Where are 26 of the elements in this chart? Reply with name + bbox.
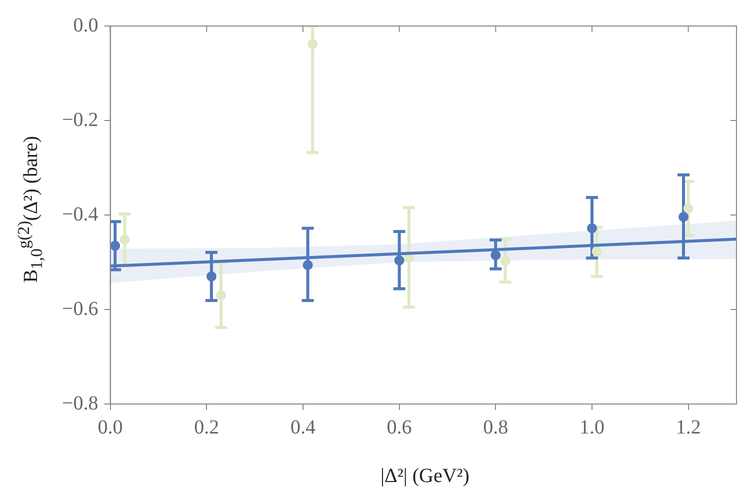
x-tick-label: 0.4 <box>290 416 316 438</box>
x-tick-label: 1.2 <box>676 416 701 438</box>
y-tick-label: −0.4 <box>62 203 98 226</box>
point <box>683 203 694 214</box>
y-tick-label: −0.8 <box>62 392 98 414</box>
x-tick-label: 0.2 <box>194 416 220 438</box>
y-tick-label: −0.2 <box>62 108 98 131</box>
x-tick-label: 0.8 <box>483 416 508 438</box>
point <box>586 223 597 234</box>
point <box>490 250 501 260</box>
point <box>308 38 318 49</box>
point <box>206 271 216 282</box>
point <box>110 240 120 251</box>
y-tick-label: 0.0 <box>73 14 98 36</box>
x-tick-label: 0.6 <box>386 416 412 438</box>
point <box>592 246 602 256</box>
point <box>678 212 689 222</box>
point <box>120 234 130 245</box>
point <box>216 290 226 300</box>
point <box>500 256 510 266</box>
x-axis-title: |Δ²| (GeV²) <box>380 465 470 488</box>
point <box>302 260 313 270</box>
point <box>394 255 404 266</box>
y-tick-label: −0.6 <box>62 298 98 320</box>
x-tick-label: 1.0 <box>579 416 604 438</box>
x-tick-label: 0.0 <box>98 416 123 438</box>
